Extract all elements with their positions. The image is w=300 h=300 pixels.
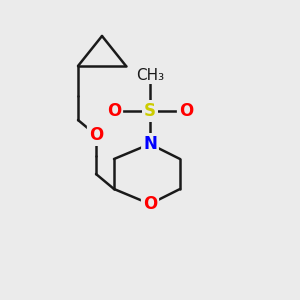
Text: N: N bbox=[143, 135, 157, 153]
Text: O: O bbox=[107, 102, 121, 120]
Text: O: O bbox=[179, 102, 193, 120]
Text: S: S bbox=[144, 102, 156, 120]
Text: O: O bbox=[143, 195, 157, 213]
Text: O: O bbox=[89, 126, 103, 144]
Text: CH₃: CH₃ bbox=[136, 68, 164, 82]
